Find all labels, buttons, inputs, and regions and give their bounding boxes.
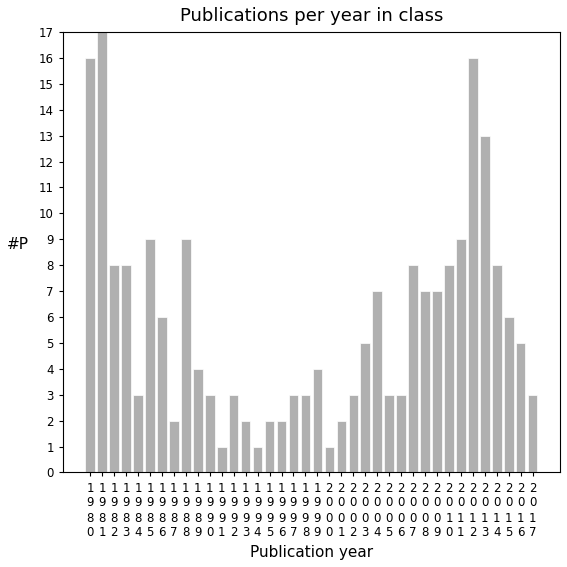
Bar xyxy=(109,265,119,472)
X-axis label: Publication year: Publication year xyxy=(250,545,373,560)
Bar xyxy=(456,239,466,472)
Bar xyxy=(205,395,214,472)
Bar xyxy=(181,239,191,472)
Bar xyxy=(408,265,418,472)
Bar xyxy=(432,291,442,472)
Bar xyxy=(145,239,155,472)
Bar xyxy=(349,395,358,472)
Bar xyxy=(361,343,370,472)
Bar xyxy=(324,447,334,472)
Bar xyxy=(504,317,514,472)
Bar xyxy=(253,447,263,472)
Bar xyxy=(98,32,107,472)
Bar xyxy=(265,421,274,472)
Bar xyxy=(121,265,131,472)
Bar xyxy=(193,369,202,472)
Bar xyxy=(217,447,227,472)
Bar xyxy=(289,395,298,472)
Bar xyxy=(384,395,394,472)
Y-axis label: #P: #P xyxy=(7,237,29,252)
Bar xyxy=(516,343,526,472)
Bar xyxy=(337,421,346,472)
Bar xyxy=(157,317,167,472)
Bar xyxy=(480,136,490,472)
Bar xyxy=(277,421,286,472)
Bar xyxy=(396,395,406,472)
Bar xyxy=(420,291,430,472)
Bar xyxy=(468,58,477,472)
Bar xyxy=(133,395,143,472)
Bar xyxy=(528,395,538,472)
Bar xyxy=(301,395,310,472)
Title: Publications per year in class: Publications per year in class xyxy=(180,7,443,25)
Bar xyxy=(492,265,502,472)
Bar xyxy=(86,58,95,472)
Bar xyxy=(229,395,239,472)
Bar xyxy=(312,369,322,472)
Bar xyxy=(444,265,454,472)
Bar xyxy=(169,421,179,472)
Bar xyxy=(241,421,251,472)
Bar xyxy=(373,291,382,472)
